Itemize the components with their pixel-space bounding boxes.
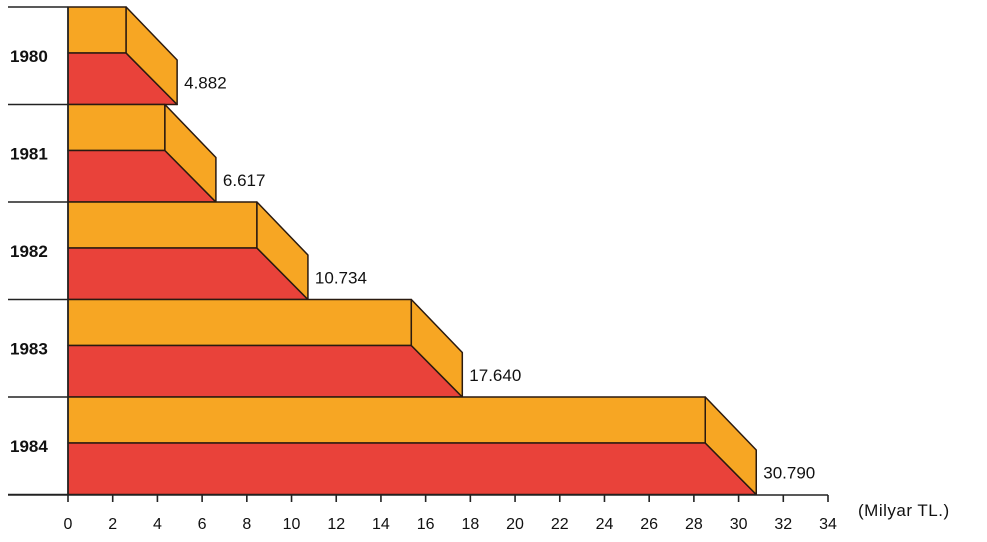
- x-tick-label-20: 20: [506, 516, 524, 533]
- bar-1984-top-face: [67, 396, 706, 444]
- bar-1983-front-face: [67, 344, 464, 398]
- year-label-1980: 1980: [10, 47, 48, 66]
- x-tick-label-0: 0: [64, 516, 73, 533]
- year-label-1981: 1981: [10, 144, 48, 163]
- x-tick-label-8: 8: [242, 516, 251, 533]
- bars-layer: [67, 6, 757, 496]
- bar-1980-top-face: [67, 6, 127, 54]
- labels-layer: 1980 4.882 1981 6.617 1982 10.734 1983 17.640 19…: [10, 47, 837, 533]
- x-tick-label-26: 26: [640, 516, 658, 533]
- value-label-1983: 17.640: [469, 366, 521, 385]
- x-tick-label-10: 10: [283, 516, 301, 533]
- bar-1983-top-face: [67, 298, 413, 347]
- year-label-1983: 1983: [10, 339, 48, 358]
- value-label-1980: 4.882: [184, 74, 227, 93]
- x-tick-label-34: 34: [819, 516, 837, 533]
- bar-1981-top-face: [67, 103, 166, 152]
- x-tick-label-22: 22: [551, 516, 569, 533]
- x-tick-label-28: 28: [685, 516, 703, 533]
- x-tick-label-24: 24: [596, 516, 614, 533]
- value-label-1982: 10.734: [315, 269, 367, 288]
- axes-layer: [8, 6, 829, 502]
- year-label-1984: 1984: [10, 437, 48, 456]
- x-tick-label-18: 18: [461, 516, 479, 533]
- bar-1984-front-face: [67, 442, 757, 496]
- x-tick-label-30: 30: [730, 516, 748, 533]
- x-tick-label-32: 32: [774, 516, 792, 533]
- value-label-1984: 30.790: [763, 464, 815, 483]
- unit-label: (Milyar TL.): [858, 501, 950, 520]
- x-tick-label-14: 14: [372, 516, 390, 533]
- x-tick-label-4: 4: [153, 516, 162, 533]
- x-tick-label-12: 12: [327, 516, 345, 533]
- x-tick-label-16: 16: [417, 516, 435, 533]
- x-tick-label-6: 6: [198, 516, 207, 533]
- bar-1980-side-face: [125, 6, 178, 106]
- value-label-1981: 6.617: [223, 171, 266, 190]
- year-label-1982: 1982: [10, 242, 48, 261]
- x-tick-label-2: 2: [108, 516, 117, 533]
- bar-1982-top-face: [67, 201, 258, 249]
